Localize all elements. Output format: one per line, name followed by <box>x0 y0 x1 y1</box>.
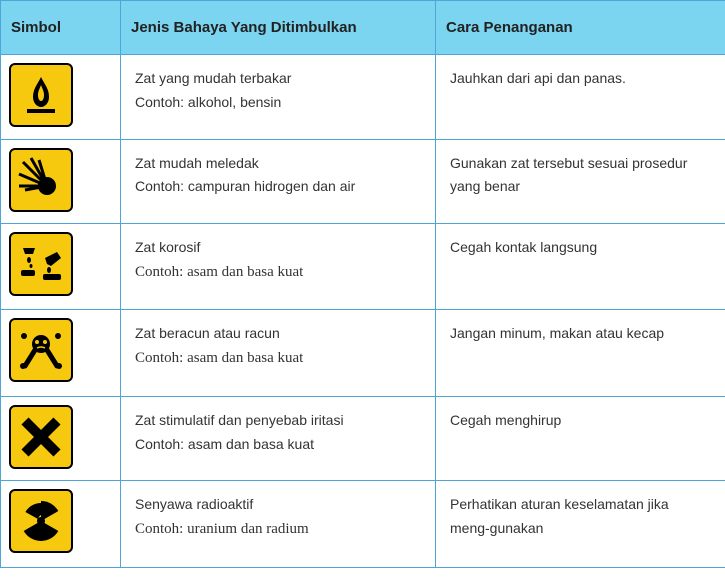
hazard-type: Zat beracun atau racun <box>135 322 421 346</box>
hazard-cell: Zat yang mudah terbakar Contoh: alkohol,… <box>121 55 436 140</box>
hazard-type: Zat stimulatif dan penyebab iritasi <box>135 409 421 433</box>
header-cara: Cara Penanganan <box>436 1 725 55</box>
hazard-type: Senyawa radioaktif <box>135 493 421 517</box>
table-row: Senyawa radioaktif Contoh: uranium dan r… <box>1 481 725 567</box>
hazard-example: Contoh: campuran hidrogen dan air <box>135 175 421 199</box>
hazard-table: Simbol Jenis Bahaya Yang Ditimbulkan Car… <box>0 0 725 568</box>
radioactive-icon <box>9 489 73 553</box>
hazard-cell: Zat mudah meledak Contoh: campuran hidro… <box>121 139 436 224</box>
hazard-example: Contoh: uranium dan radium <box>135 517 421 543</box>
symbol-cell <box>1 139 121 224</box>
symbol-cell <box>1 224 121 310</box>
hazard-cell: Zat stimulatif dan penyebab iritasi Cont… <box>121 396 436 481</box>
handling-cell: Cegah menghirup <box>436 396 725 481</box>
hazard-cell: Zat beracun atau racun Contoh: asam dan … <box>121 310 436 396</box>
flammable-icon <box>9 63 73 127</box>
explosive-icon <box>9 148 73 212</box>
header-simbol: Simbol <box>1 1 121 55</box>
handling-cell: Jangan minum, makan atau kecap <box>436 310 725 396</box>
handling-cell: Gunakan zat tersebut sesuai prosedur yan… <box>436 139 725 224</box>
handling-cell: Perhatikan aturan keselamatan jika meng-… <box>436 481 725 567</box>
hazard-example: Contoh: asam dan basa kuat <box>135 346 421 372</box>
hazard-example: Contoh: asam dan basa kuat <box>135 260 421 286</box>
hazard-type: Zat korosif <box>135 236 421 260</box>
symbol-cell <box>1 481 121 567</box>
symbol-cell <box>1 396 121 481</box>
irritant-icon <box>9 405 73 469</box>
toxic-icon <box>9 318 73 382</box>
hazard-type: Zat yang mudah terbakar <box>135 67 421 91</box>
table-row: Zat mudah meledak Contoh: campuran hidro… <box>1 139 725 224</box>
hazard-cell: Senyawa radioaktif Contoh: uranium dan r… <box>121 481 436 567</box>
table-row: Zat stimulatif dan penyebab iritasi Cont… <box>1 396 725 481</box>
header-jenis: Jenis Bahaya Yang Ditimbulkan <box>121 1 436 55</box>
hazard-cell: Zat korosif Contoh: asam dan basa kuat <box>121 224 436 310</box>
table-row: Zat beracun atau racun Contoh: asam dan … <box>1 310 725 396</box>
hazard-example: Contoh: asam dan basa kuat <box>135 433 421 457</box>
handling-cell: Jauhkan dari api dan panas. <box>436 55 725 140</box>
table-row: Zat korosif Contoh: asam dan basa kuat C… <box>1 224 725 310</box>
table-header-row: Simbol Jenis Bahaya Yang Ditimbulkan Car… <box>1 1 725 55</box>
handling-cell: Cegah kontak langsung <box>436 224 725 310</box>
corrosive-icon <box>9 232 73 296</box>
table-row: Zat yang mudah terbakar Contoh: alkohol,… <box>1 55 725 140</box>
hazard-type: Zat mudah meledak <box>135 152 421 176</box>
hazard-example: Contoh: alkohol, bensin <box>135 91 421 115</box>
symbol-cell <box>1 310 121 396</box>
symbol-cell <box>1 55 121 140</box>
